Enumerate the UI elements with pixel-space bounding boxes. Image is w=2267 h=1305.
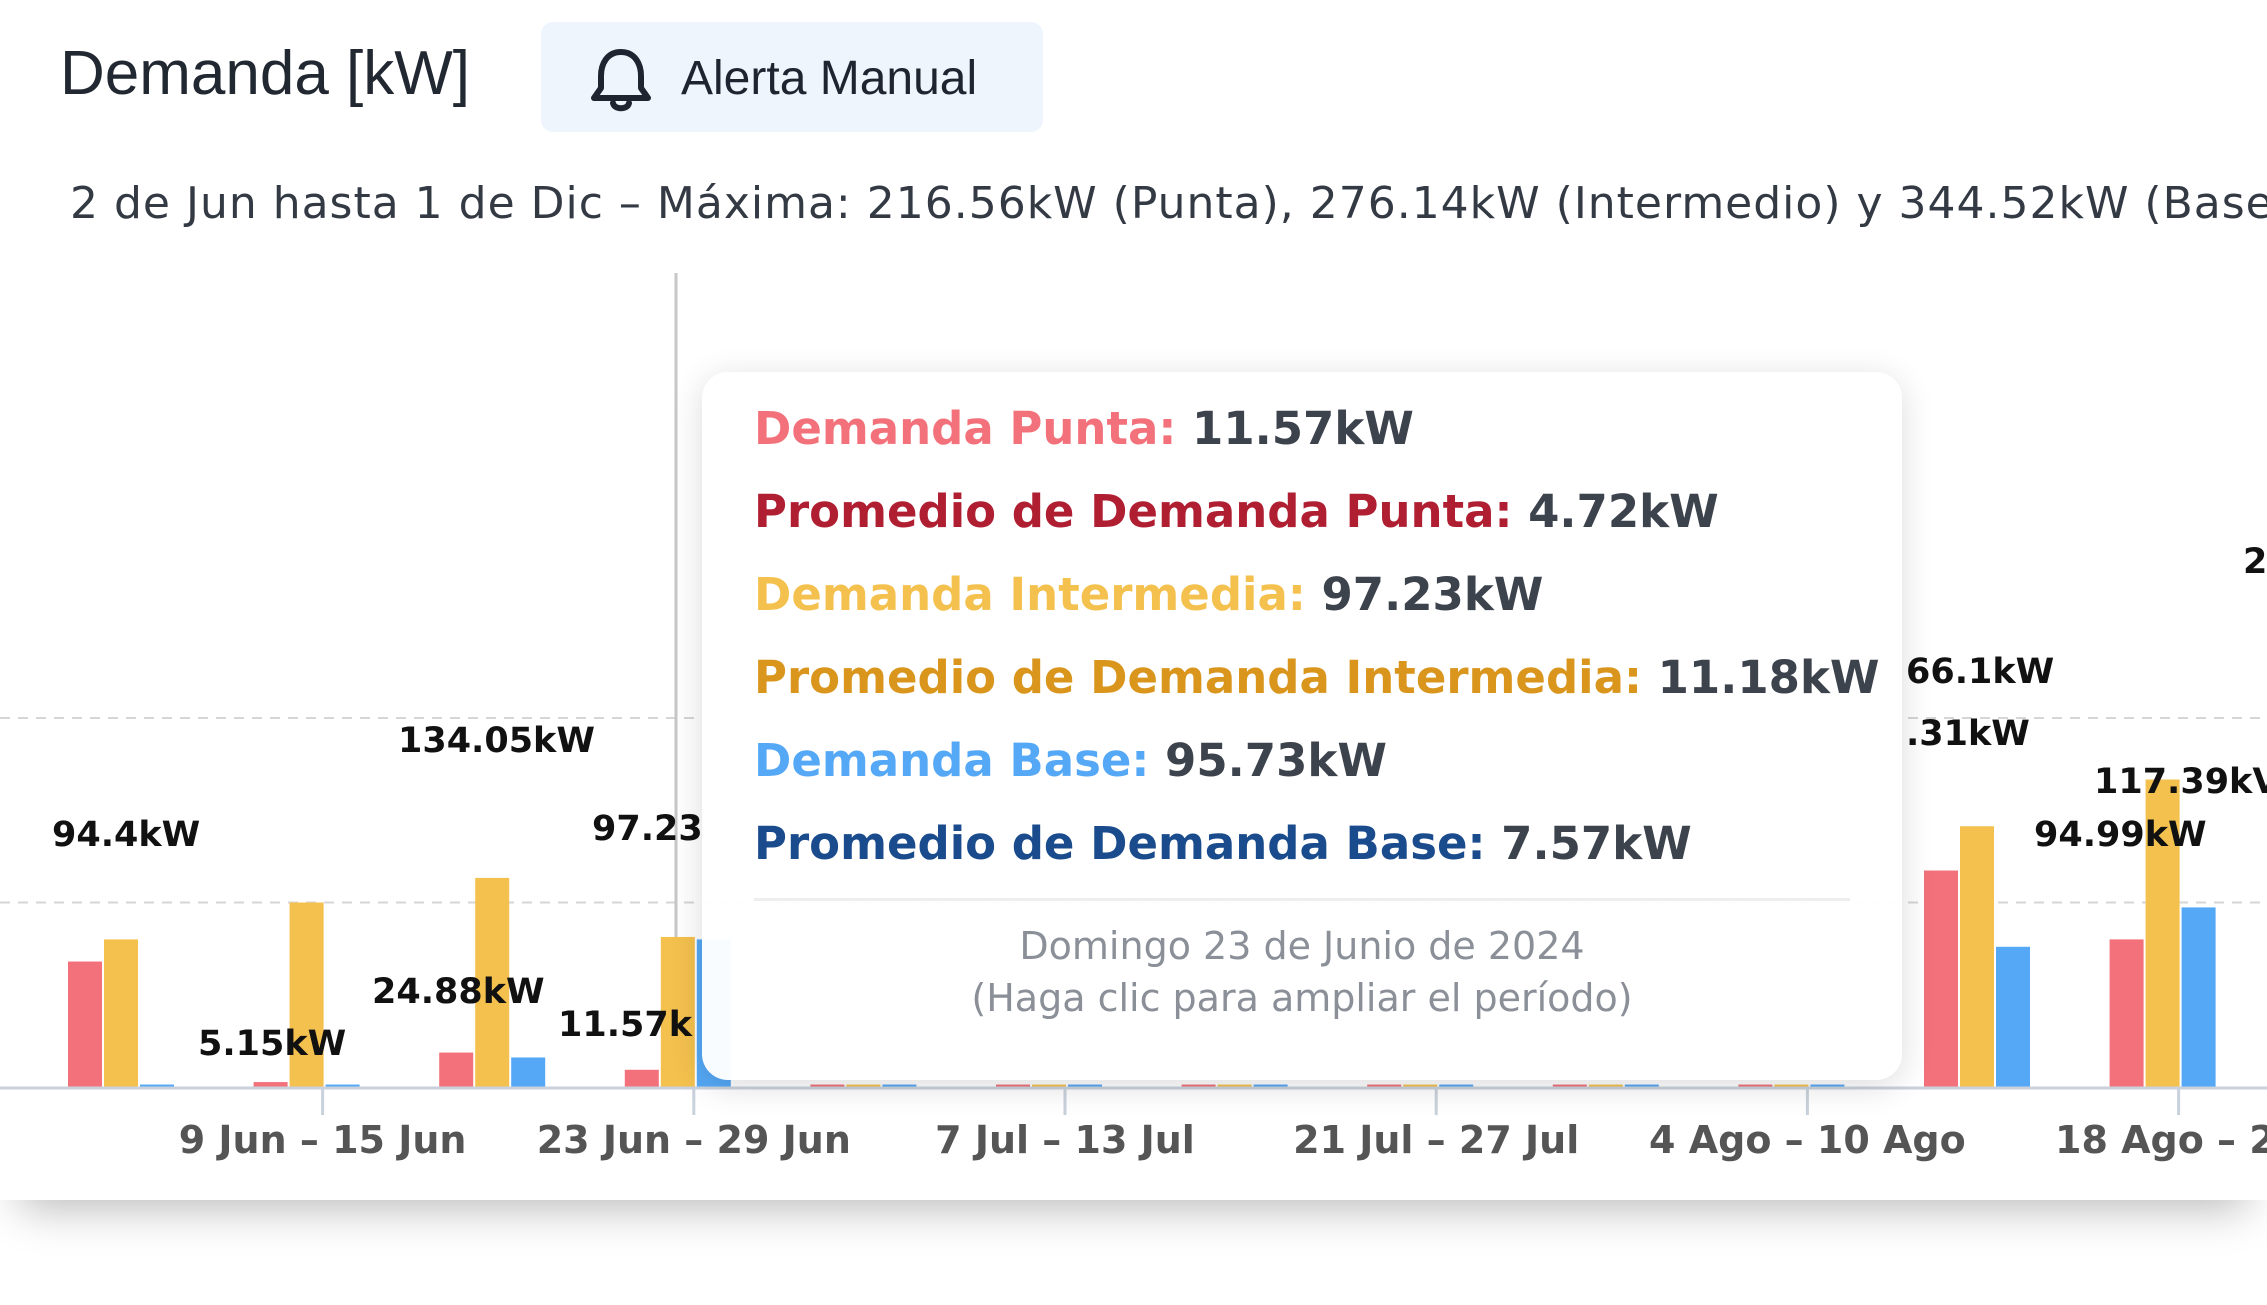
tooltip-row-value: 97.23kW bbox=[1305, 568, 1544, 621]
bar-data-label: 66.1kW bbox=[1906, 652, 2054, 692]
manual-alert-button[interactable]: Alerta Manual bbox=[541, 22, 1043, 132]
x-tick-label: 18 Ago – 24 bbox=[2055, 1118, 2267, 1162]
tooltip-row: Promedio de Demanda Base: 7.57kW bbox=[754, 817, 1692, 870]
x-tick-label: 4 Ago – 10 Ago bbox=[1649, 1118, 1966, 1162]
bar-data-label: 11.57k bbox=[558, 1005, 693, 1045]
bar-data-label: 94.4kW bbox=[52, 815, 200, 855]
bar-demanda-base[interactable] bbox=[1068, 1084, 1102, 1087]
bar-demanda-punta[interactable] bbox=[1367, 1084, 1402, 1087]
x-tick-label: 7 Jul – 13 Jul bbox=[935, 1118, 1195, 1162]
bar-demanda-intermedia[interactable] bbox=[1960, 826, 1994, 1087]
tooltip-row-label: Promedio de Demanda Base: bbox=[754, 817, 1486, 870]
bar-demanda-intermedia[interactable] bbox=[1588, 1084, 1623, 1087]
bar-demanda-punta[interactable] bbox=[68, 961, 102, 1087]
tooltip-date: Domingo 23 de Junio de 2024 bbox=[1019, 924, 1585, 968]
bar-demanda-punta[interactable] bbox=[1181, 1084, 1216, 1087]
bar-demanda-base[interactable] bbox=[2181, 907, 2216, 1087]
bar-demanda-intermedia[interactable] bbox=[1032, 1084, 1066, 1087]
x-tick-label: 21 Jul – 27 Jul bbox=[1293, 1118, 1579, 1162]
bar-data-label: 24.88kW bbox=[372, 972, 545, 1012]
bar-demanda-base[interactable] bbox=[1624, 1084, 1659, 1087]
bar-demanda-base[interactable] bbox=[1810, 1084, 1845, 1087]
tooltip-row: Demanda Base: 95.73kW bbox=[754, 734, 1387, 787]
tooltip-divider bbox=[754, 898, 1850, 901]
tooltip-row-label: Promedio de Demanda Intermedia: bbox=[754, 651, 1642, 704]
bar-demanda-base[interactable] bbox=[140, 1084, 174, 1087]
bar-demanda-base[interactable] bbox=[1439, 1084, 1474, 1087]
tooltip-row-label: Demanda Intermedia: bbox=[754, 568, 1306, 621]
tooltip-row-value: 7.57kW bbox=[1485, 817, 1692, 870]
bar-demanda-intermedia[interactable] bbox=[2145, 779, 2180, 1088]
tooltip-row-value: 11.57kW bbox=[1176, 402, 1414, 455]
bar-demanda-base[interactable] bbox=[325, 1084, 360, 1087]
bar-demanda-punta[interactable] bbox=[810, 1084, 845, 1087]
tooltip-row: Demanda Intermedia: 97.23kW bbox=[754, 568, 1543, 621]
bar-data-label: 134.05kW bbox=[398, 721, 595, 761]
tooltip-row-label: Promedio de Demanda Punta: bbox=[754, 485, 1513, 538]
bar-demanda-punta[interactable] bbox=[253, 1082, 288, 1087]
chart-tooltip: Demanda Punta: 11.57kW Promedio de Demand… bbox=[702, 372, 1902, 1080]
bar-data-label: 2 bbox=[2243, 542, 2267, 582]
tooltip-row: Promedio de Demanda Intermedia: 11.18kW bbox=[754, 651, 1880, 704]
demand-chart-card: Demanda [kW] Alerta Manual 2 de Jun hast… bbox=[0, 22, 2267, 1162]
demand-bar-chart: 9 Jun – 15 Jun 23 Jun – 29 Jun 7 Jul – 13 … bbox=[0, 273, 2267, 1162]
tooltip-hint: (Haga clic para ampliar el período) bbox=[971, 976, 1633, 1020]
tooltip-row: Promedio de Demanda Punta: 4.72kW bbox=[754, 485, 1719, 538]
bar-data-label: 5.15kW bbox=[198, 1024, 346, 1064]
bar-demanda-intermedia[interactable] bbox=[1403, 1084, 1438, 1087]
tooltip-row-label: Demanda Base: bbox=[754, 734, 1150, 787]
bar-demanda-intermedia[interactable] bbox=[846, 1084, 881, 1087]
bar-demanda-base[interactable] bbox=[882, 1084, 917, 1087]
bar-demanda-intermedia[interactable] bbox=[1217, 1084, 1252, 1087]
bar-data-label: 97.23 bbox=[592, 809, 703, 849]
x-tick-label: 23 Jun – 29 Jun bbox=[537, 1118, 851, 1162]
bar-demanda-intermedia[interactable] bbox=[1774, 1084, 1809, 1087]
bar-demanda-punta[interactable] bbox=[1738, 1084, 1773, 1087]
chart-title: Demanda [kW] bbox=[60, 39, 471, 108]
bar-demanda-punta[interactable] bbox=[1924, 870, 1958, 1087]
bar-demanda-intermedia[interactable] bbox=[289, 902, 324, 1088]
bar-demanda-punta[interactable] bbox=[1552, 1084, 1587, 1087]
tooltip-row-value: 4.72kW bbox=[1512, 485, 1719, 538]
chart-subtitle: 2 de Jun hasta 1 de Dic – Máxima: 216.56… bbox=[70, 178, 2267, 229]
bar-data-label: 117.39kV bbox=[2094, 762, 2267, 802]
tooltip-row-value: 11.18kW bbox=[1641, 651, 1880, 704]
bar-demanda-intermedia[interactable] bbox=[475, 877, 510, 1087]
bar-demanda-intermedia[interactable] bbox=[104, 939, 138, 1087]
tooltip-row-label: Demanda Punta: bbox=[754, 402, 1177, 455]
bar-demanda-base[interactable] bbox=[511, 1057, 546, 1087]
bell-icon bbox=[591, 49, 651, 112]
bar-demanda-punta[interactable] bbox=[996, 1084, 1030, 1087]
bar-data-label: .31kW bbox=[1906, 714, 2030, 754]
tooltip-row-value: 95.73kW bbox=[1149, 734, 1387, 787]
bar-demanda-punta[interactable] bbox=[624, 1069, 659, 1087]
bar-demanda-base[interactable] bbox=[1996, 946, 2030, 1087]
bar-demanda-punta[interactable] bbox=[2109, 939, 2144, 1087]
bar-demanda-punta[interactable] bbox=[439, 1052, 474, 1087]
tooltip-row: Demanda Punta: 11.57kW bbox=[754, 402, 1414, 455]
bar-demanda-base[interactable] bbox=[1253, 1084, 1288, 1087]
bar-data-label: 94.99kW bbox=[2034, 815, 2207, 855]
bar-demanda-intermedia[interactable] bbox=[660, 936, 695, 1087]
x-tick-label: 9 Jun – 15 Jun bbox=[179, 1118, 467, 1162]
manual-alert-label: Alerta Manual bbox=[681, 52, 978, 105]
